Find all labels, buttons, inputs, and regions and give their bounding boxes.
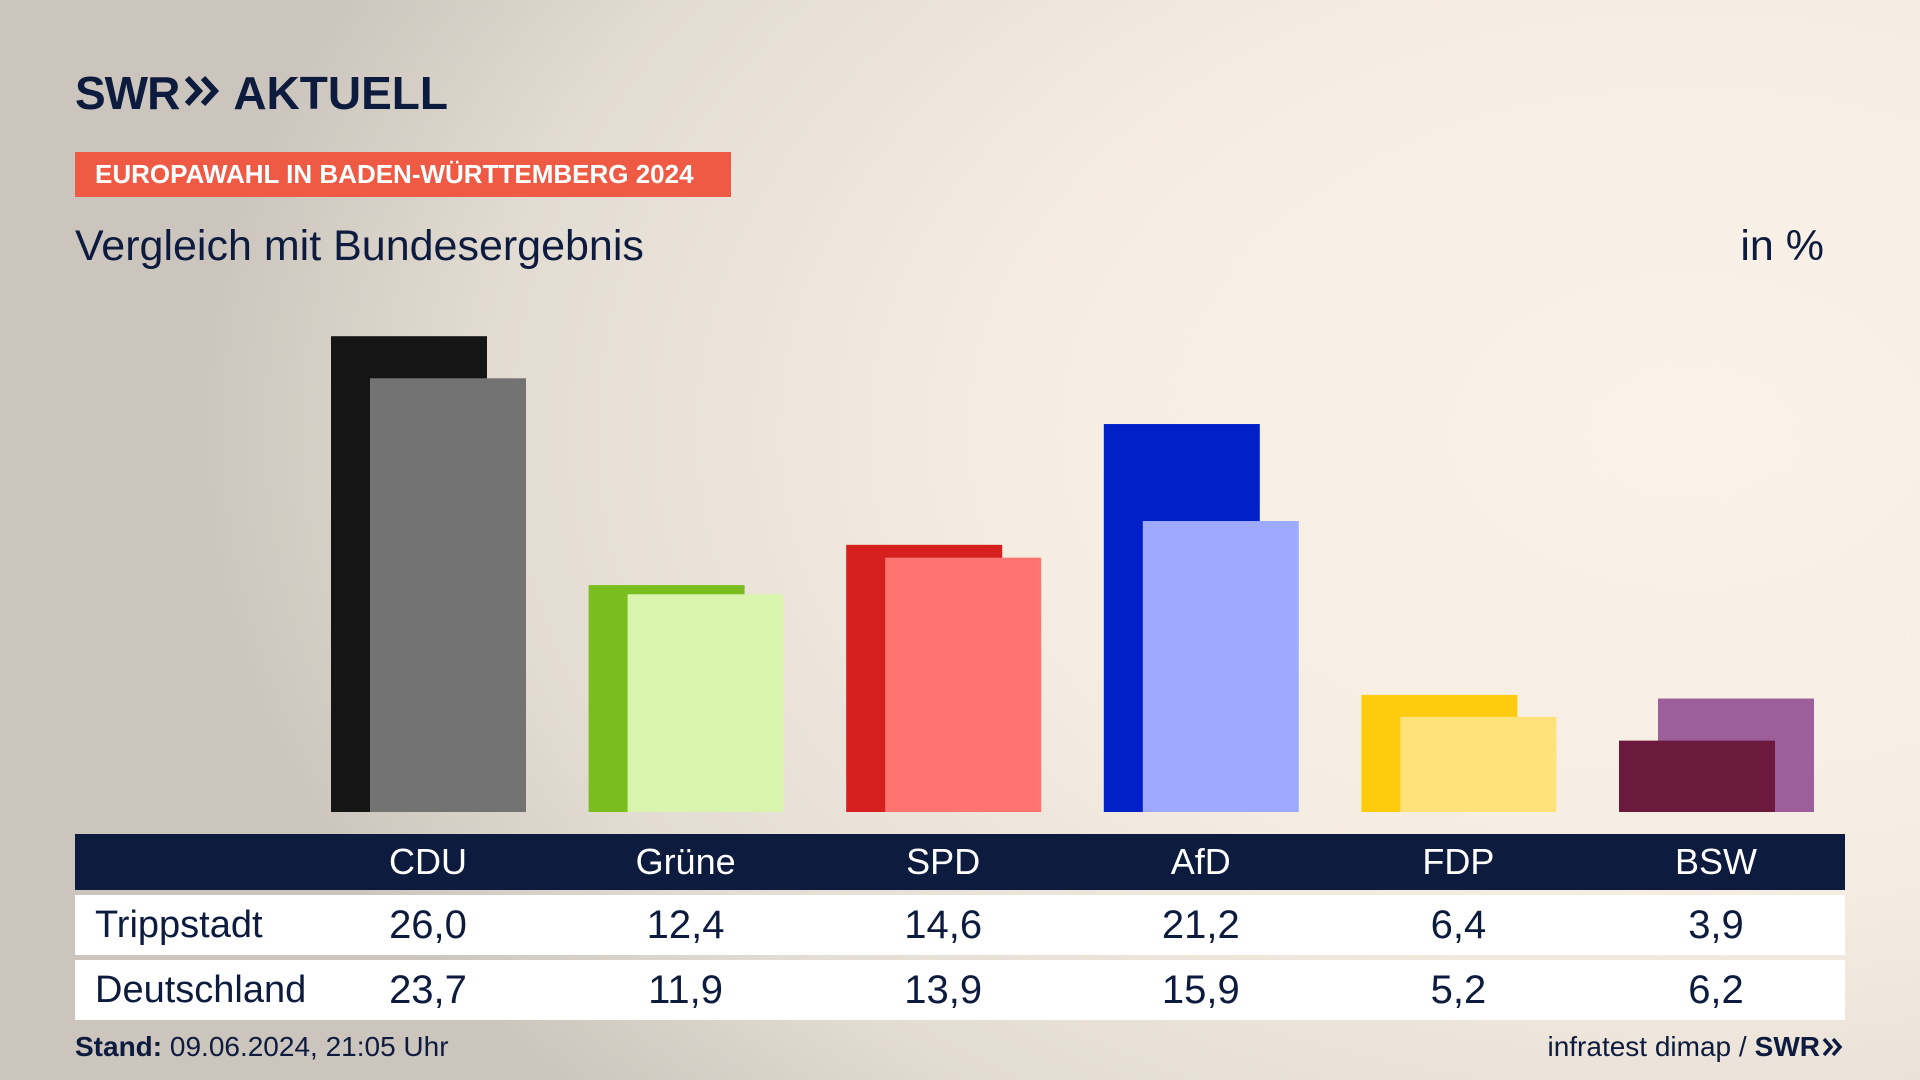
column-header-fdp: FDP bbox=[1422, 841, 1495, 882]
timestamp: Stand: 09.06.2024, 21:05 Uhr bbox=[75, 1031, 449, 1063]
source-brand: SWR bbox=[1754, 1031, 1820, 1062]
chart-subtitle: Vergleich mit Bundesergebnis bbox=[75, 222, 644, 270]
value-cdu-trippstadt: 26,0 bbox=[389, 903, 467, 947]
column-header-spd: SPD bbox=[906, 841, 981, 882]
stand-label: Stand: bbox=[75, 1031, 163, 1062]
table-header-row: CDU Grüne SPD AfD FDP BSW bbox=[75, 834, 1845, 890]
value-bsw-trippstadt: 3,9 bbox=[1688, 903, 1744, 947]
chevrons-icon bbox=[185, 75, 221, 112]
value-afd-trippstadt: 21,2 bbox=[1161, 903, 1240, 947]
table-row-trippstadt: Trippstadt 26,0 12,4 14,6 21,2 6,4 3,9 bbox=[75, 895, 1845, 955]
value-gruene-trippstadt: 12,4 bbox=[646, 903, 725, 947]
bar-fdp-deutschland bbox=[1400, 716, 1557, 812]
bar-afd-deutschland bbox=[1142, 521, 1299, 812]
column-header-gruene: Grüne bbox=[635, 841, 736, 882]
value-cdu-deutschland: 23,7 bbox=[389, 968, 467, 1012]
election-tag: EUROPAWAHL IN BADEN-WÜRTTEMBERG 2024 bbox=[75, 152, 731, 197]
source-text: infratest dimap / bbox=[1547, 1031, 1747, 1062]
bar-gruene-deutschland bbox=[627, 594, 784, 812]
stand-value: 09.06.2024, 21:05 Uhr bbox=[169, 1031, 449, 1062]
value-spd-trippstadt: 14,6 bbox=[904, 903, 983, 947]
value-gruene-deutschland: 11,9 bbox=[648, 968, 724, 1012]
bar-bsw-trippstadt bbox=[1619, 740, 1775, 812]
bar-cdu-deutschland bbox=[370, 378, 526, 812]
bar-spd-deutschland bbox=[885, 557, 1042, 812]
value-fdp-deutschland: 5,2 bbox=[1430, 968, 1487, 1012]
results-table: CDU Grüne SPD AfD FDP BSW Trippstadt 26,0 12,4… bbox=[75, 834, 1845, 1020]
row-label-deutschland: Deutschland bbox=[95, 969, 307, 1011]
row-label-trippstadt: Trippstadt bbox=[95, 904, 263, 946]
unit-label: in % bbox=[1740, 222, 1824, 270]
value-fdp-trippstadt: 6,4 bbox=[1430, 903, 1487, 947]
value-bsw-deutschland: 6,2 bbox=[1688, 968, 1744, 1012]
column-header-cdu: CDU bbox=[389, 841, 467, 882]
column-header-bsw: BSW bbox=[1674, 841, 1757, 882]
bar-chart bbox=[331, 336, 1814, 812]
column-header-afd: AfD bbox=[1170, 841, 1231, 882]
mini-chevrons-icon bbox=[1822, 1037, 1843, 1057]
value-afd-deutschland: 15,9 bbox=[1161, 968, 1240, 1012]
logo-aktuell-text: AKTUELL bbox=[233, 67, 448, 119]
table-row-deutschland: Deutschland 23,7 11,9 13,9 15,9 5,2 6,2 bbox=[75, 960, 1845, 1020]
logo-swr-text: SWR bbox=[75, 67, 180, 119]
source-credit: infratest dimap / SWR bbox=[1547, 1031, 1844, 1063]
value-spd-deutschland: 13,9 bbox=[904, 968, 983, 1012]
swr-aktuell-logo: SWR AKTUELL bbox=[75, 67, 448, 119]
